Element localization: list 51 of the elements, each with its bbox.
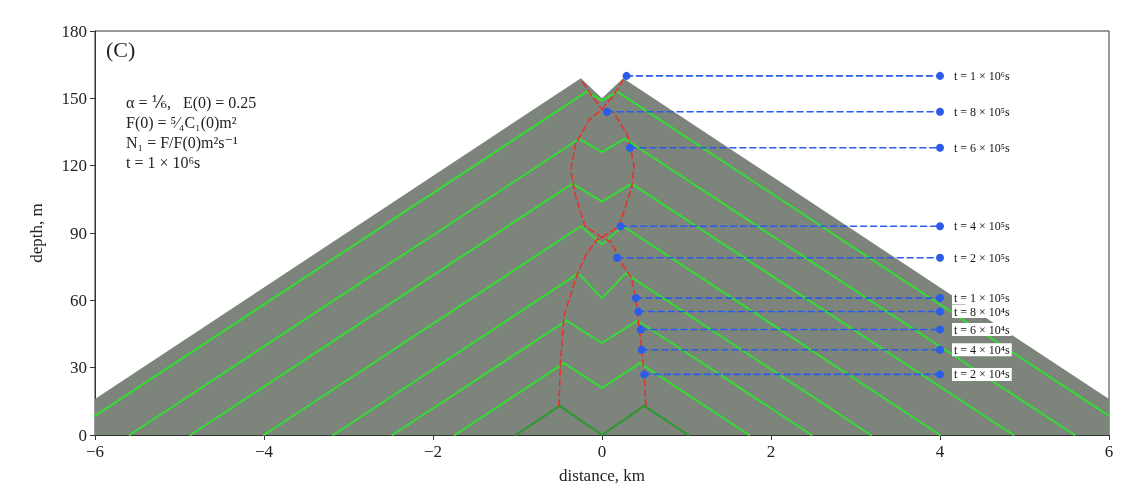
y-tick-label: 120: [61, 156, 87, 176]
y-tick-label: 150: [61, 88, 87, 108]
point: [936, 143, 944, 152]
point: [936, 294, 944, 303]
point: [637, 345, 646, 354]
y-tick-label: 60: [70, 290, 87, 310]
point: [936, 345, 944, 354]
data-label: t = 1 × 10⁵s: [954, 291, 1011, 306]
annotation: α = ⅙, E(0) = 0.25: [126, 93, 257, 112]
point: [603, 107, 612, 116]
point: [613, 253, 622, 262]
data-label: t = 8 × 10⁵s: [954, 104, 1011, 119]
x-axis-title: distance, km: [559, 466, 645, 485]
data-label: t = 4 × 10⁴s: [954, 342, 1011, 357]
data-label: t = 8 × 10⁴s: [954, 304, 1011, 319]
data-label: t = 1 × 10⁶s: [954, 68, 1011, 83]
point: [616, 222, 625, 231]
point: [936, 307, 944, 316]
point: [631, 294, 640, 303]
point: [936, 325, 944, 334]
x-tick-label: −6: [85, 442, 105, 461]
point: [622, 71, 631, 80]
y-tick-label: 30: [70, 358, 87, 378]
point: [625, 143, 634, 152]
point: [936, 253, 944, 262]
data-label: t = 2 × 10⁴s: [954, 367, 1011, 382]
x-tick-label: 0: [597, 442, 607, 461]
x-tick-label: −4: [254, 442, 274, 461]
data-label: t = 6 × 10⁵s: [954, 140, 1011, 155]
annotation: t = 1 × 10⁶s: [126, 153, 201, 171]
data-label: t = 4 × 10⁵s: [954, 219, 1011, 234]
point: [634, 307, 643, 316]
point: [936, 222, 944, 231]
annotation: (C): [106, 36, 136, 62]
x-tick-label: 6: [1104, 442, 1114, 461]
y-tick-label: 90: [70, 223, 87, 243]
y-tick-label: 180: [61, 21, 87, 41]
point: [936, 71, 944, 80]
point: [936, 107, 944, 116]
y-tick-label: 0: [78, 425, 87, 445]
data-label: t = 6 × 10⁴s: [954, 322, 1011, 337]
annotation: N₁ = F/F(0)m²s⁻¹: [126, 133, 238, 152]
data-label: t = 2 × 10⁵s: [954, 250, 1011, 265]
point: [640, 370, 649, 379]
y-axis-title: depth, m: [27, 203, 46, 263]
x-tick-label: 4: [935, 442, 945, 461]
point: [636, 325, 645, 334]
point: [936, 370, 944, 379]
annotation: F(0) = ⁵⁄₄C₁(0)m²: [126, 113, 237, 132]
x-tick-label: −2: [423, 442, 443, 461]
x-tick-label: 2: [766, 442, 776, 461]
